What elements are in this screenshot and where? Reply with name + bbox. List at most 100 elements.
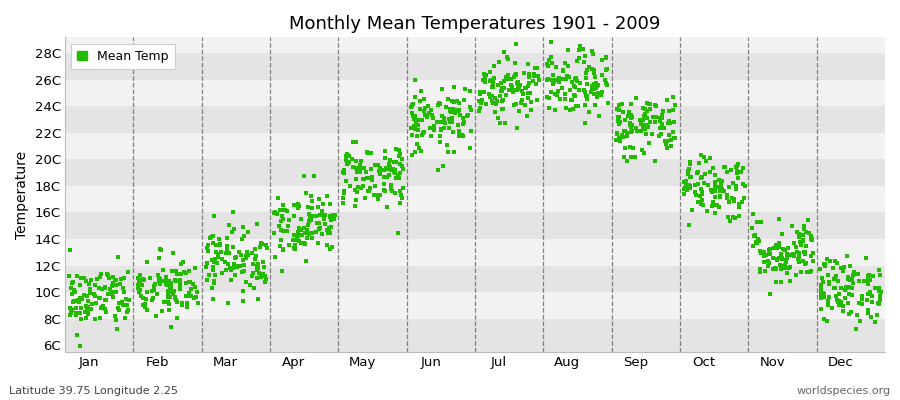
Point (112, 300, 127, 307)
Point (267, 254, 282, 260)
Point (507, 102, 521, 108)
Point (82, 280, 96, 287)
Point (463, 104, 477, 110)
Point (297, 240, 311, 246)
Point (134, 282, 148, 288)
Point (654, 131, 669, 137)
Point (407, 116, 421, 122)
Point (220, 242, 234, 249)
Point (417, 108, 431, 114)
Point (643, 118, 657, 125)
Point (491, 82, 505, 88)
Point (287, 232, 302, 238)
Point (769, 279, 783, 285)
Point (783, 252, 797, 258)
Point (68, 305, 83, 311)
Point (778, 247, 792, 253)
Point (725, 195, 740, 202)
Point (475, 96, 490, 103)
Point (414, 148, 428, 154)
Point (598, 80, 613, 86)
Point (232, 248, 247, 255)
Point (830, 297, 844, 303)
Point (238, 253, 253, 259)
Point (403, 103, 418, 110)
Point (752, 236, 766, 242)
Point (410, 133, 425, 140)
Point (842, 291, 856, 298)
Point (253, 244, 267, 250)
Point (612, 102, 626, 108)
Point (616, 134, 631, 140)
Point (688, 182, 702, 188)
Point (244, 250, 258, 256)
Point (443, 119, 457, 125)
Point (215, 270, 230, 276)
Point (791, 254, 806, 260)
Point (683, 174, 698, 180)
Point (356, 182, 370, 189)
Point (78, 278, 93, 284)
Point (638, 130, 652, 137)
Point (577, 87, 591, 94)
Point (85, 306, 99, 312)
Point (323, 213, 338, 220)
Point (482, 69, 497, 76)
Point (657, 125, 671, 131)
Point (252, 270, 266, 276)
Point (114, 298, 129, 305)
Point (140, 296, 154, 302)
Point (176, 259, 191, 265)
Point (503, 76, 517, 82)
Point (753, 266, 768, 272)
Point (287, 244, 302, 251)
Point (578, 89, 592, 95)
Point (545, 78, 560, 85)
Point (868, 284, 882, 291)
Point (303, 217, 318, 223)
Point (328, 212, 342, 218)
Point (94, 304, 109, 310)
Point (395, 195, 410, 202)
Point (274, 207, 288, 213)
Point (109, 289, 123, 296)
Point (503, 82, 517, 88)
Point (388, 170, 402, 177)
Point (778, 262, 792, 268)
Point (694, 186, 708, 192)
Point (72, 298, 86, 305)
Point (695, 197, 709, 204)
Point (838, 294, 852, 301)
Point (385, 188, 400, 194)
Point (634, 117, 648, 123)
Point (497, 48, 511, 55)
Point (619, 157, 634, 164)
Point (100, 271, 114, 278)
Point (298, 230, 312, 236)
Point (708, 194, 723, 200)
Point (62, 305, 77, 312)
Point (817, 261, 832, 268)
Point (562, 87, 577, 93)
Point (590, 94, 604, 101)
Point (821, 302, 835, 308)
Point (90, 276, 104, 283)
Point (162, 307, 176, 313)
Point (371, 196, 385, 202)
Point (417, 129, 431, 135)
Point (220, 266, 234, 273)
Point (116, 302, 130, 308)
Point (508, 72, 523, 78)
Point (291, 201, 305, 208)
Point (625, 128, 639, 134)
Point (206, 264, 220, 270)
Point (384, 182, 399, 188)
Point (617, 154, 632, 160)
Point (388, 170, 402, 176)
Point (805, 236, 819, 242)
Point (454, 132, 469, 138)
Point (617, 116, 632, 123)
Point (112, 280, 127, 287)
Point (585, 66, 599, 72)
Point (140, 307, 155, 314)
